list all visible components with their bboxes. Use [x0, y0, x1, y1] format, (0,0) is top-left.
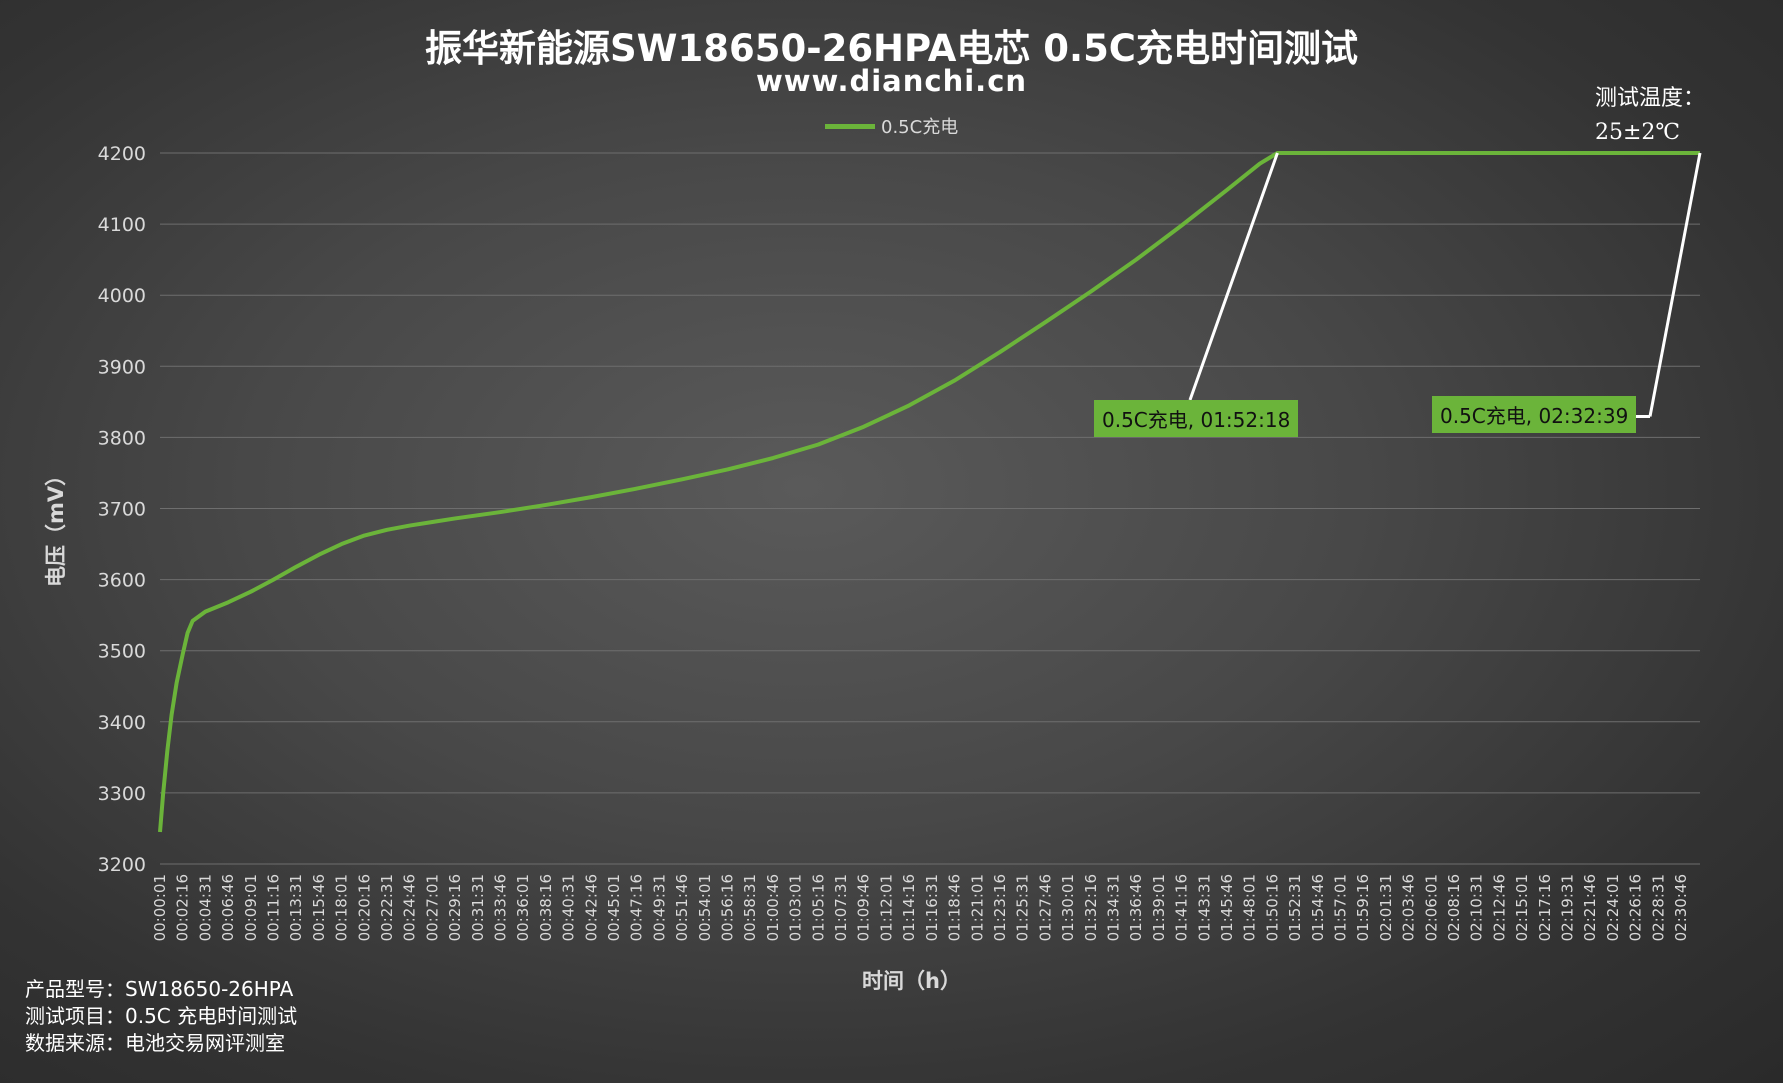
y-tick-label: 3800 [98, 427, 146, 449]
x-tick-label: 02:15:01 [1513, 874, 1531, 941]
x-tick-label: 01:14:16 [900, 874, 918, 941]
legend-swatch [825, 123, 875, 129]
x-tick-label: 01:27:46 [1036, 874, 1054, 941]
x-tick-label: 01:18:46 [946, 874, 964, 941]
x-tick-label: 02:06:01 [1422, 874, 1440, 941]
y-tick-label: 4100 [98, 214, 146, 236]
legend: 0.5C充电 [825, 114, 958, 138]
x-tick-label: 00:33:46 [492, 874, 510, 941]
x-tick-label: 00:49:31 [650, 874, 668, 941]
temperature-value: 25±2℃ [1595, 120, 1681, 145]
x-tick-label: 01:32:16 [1082, 874, 1100, 941]
x-tick-label: 01:48:01 [1241, 874, 1259, 941]
x-tick-label: 00:24:46 [401, 874, 419, 941]
x-tick-label: 01:50:16 [1263, 874, 1281, 941]
x-tick-label: 02:10:31 [1468, 874, 1486, 941]
y-tick-label: 3200 [98, 854, 146, 876]
x-tick-label: 00:40:31 [560, 874, 578, 941]
x-tick-label: 02:17:16 [1536, 874, 1554, 941]
chart-title: 振华新能源SW18650-26HPA电芯 0.5C充电时间测试 [425, 27, 1358, 70]
x-tick-label: 01:25:31 [1014, 874, 1032, 941]
x-tick-label: 02:24:01 [1604, 874, 1622, 941]
x-tick-label: 00:00:01 [151, 874, 169, 941]
x-tick-label: 00:20:16 [355, 874, 373, 941]
x-tick-label: 00:09:01 [242, 874, 260, 941]
x-tick-label: 02:12:46 [1490, 874, 1508, 941]
x-tick-label: 01:54:46 [1309, 874, 1327, 941]
series-line [158, 151, 1700, 833]
chart-subtitle: www.dianchi.cn [755, 64, 1028, 98]
x-tick-label: 01:45:46 [1218, 874, 1236, 941]
x-tick-label: 00:22:31 [378, 874, 396, 941]
x-tick-label: 01:43:31 [1195, 874, 1213, 941]
x-tick-label: 00:13:31 [287, 874, 305, 941]
x-tick-label: 00:31:31 [469, 874, 487, 941]
x-tick-label: 00:56:16 [719, 874, 737, 941]
info-line-source: 数据来源：电池交易网评测室 [25, 1031, 285, 1055]
annotation-label: 0.5C充电, 01:52:18 [1094, 400, 1299, 437]
x-axis-label: 时间（h） [862, 969, 961, 993]
y-tick-label: 4000 [98, 285, 146, 307]
annotation-leader [1648, 152, 1702, 417]
x-tick-label: 00:36:01 [514, 874, 532, 941]
x-tick-label: 01:59:16 [1354, 874, 1372, 941]
info-block: 产品型号：SW18650-26HPA 测试项目：0.5C 充电时间测试 数据来源… [25, 976, 297, 1057]
x-tick-label: 01:23:16 [991, 874, 1009, 941]
annotation-leader [1188, 152, 1279, 401]
x-tick-label: 01:21:01 [968, 874, 986, 941]
x-tick-label: 02:03:46 [1400, 874, 1418, 941]
info-line-test: 测试项目：0.5C 充电时间测试 [25, 1004, 298, 1028]
x-tick-label: 01:57:01 [1331, 874, 1349, 941]
y-tick-label: 3400 [98, 712, 146, 734]
y-tick-label: 4200 [98, 143, 146, 165]
x-tick-label: 01:09:46 [855, 874, 873, 941]
x-tick-label: 01:41:16 [1173, 874, 1191, 941]
x-tick-label: 02:01:31 [1377, 874, 1395, 941]
x-tick-label: 01:52:31 [1286, 874, 1304, 941]
x-tick-label: 00:47:16 [628, 874, 646, 941]
info-line-model: 产品型号：SW18650-26HPA [25, 977, 294, 1001]
x-tick-label: 00:51:46 [673, 874, 691, 941]
x-tick-label: 00:02:16 [174, 874, 192, 941]
x-tick-label: 00:15:46 [310, 874, 328, 941]
x-tick-label: 01:00:46 [764, 874, 782, 941]
x-tick-label: 02:30:46 [1672, 874, 1690, 941]
x-tick-label: 01:16:31 [923, 874, 941, 941]
x-tick-label: 00:58:31 [741, 874, 759, 941]
x-tick-label: 00:42:46 [582, 874, 600, 941]
x-tick-label: 01:36:46 [1127, 874, 1145, 941]
x-tick-label: 00:18:01 [333, 874, 351, 941]
x-tick-label: 02:26:16 [1627, 874, 1645, 941]
y-tick-label: 3300 [98, 783, 146, 805]
temperature-label: 测试温度： [1595, 86, 1706, 111]
x-tick-label: 00:54:01 [696, 874, 714, 941]
y-tick-label: 3600 [98, 570, 146, 592]
x-tick-label: 01:39:01 [1150, 874, 1168, 941]
x-tick-label: 00:45:01 [605, 874, 623, 941]
x-tick-label: 00:27:01 [423, 874, 441, 941]
x-tick-label: 01:34:31 [1104, 874, 1122, 941]
x-tick-label: 00:06:46 [219, 874, 237, 941]
x-tick-label: 01:03:01 [787, 874, 805, 941]
annotation-label: 0.5C充电, 02:32:39 [1432, 396, 1637, 433]
legend-label: 0.5C充电 [881, 117, 959, 138]
x-tick-label: 01:05:16 [809, 874, 827, 941]
x-tick-label: 01:07:31 [832, 874, 850, 941]
y-tick-label: 3500 [98, 641, 146, 663]
y-tick-label: 3900 [98, 356, 146, 378]
y-axis-label: 电压（mV） [44, 464, 68, 587]
x-tick-label: 00:38:16 [537, 874, 555, 941]
x-tick-label: 01:30:01 [1059, 874, 1077, 941]
x-tick-label: 02:21:46 [1581, 874, 1599, 941]
x-tick-label: 01:12:01 [877, 874, 895, 941]
temperature-note: 测试温度： 25±2℃ [1595, 82, 1705, 150]
x-tick-label: 02:08:16 [1445, 874, 1463, 941]
x-tick-label: 00:29:16 [446, 874, 464, 941]
x-tick-label: 00:04:31 [196, 874, 214, 941]
y-tick-label: 3700 [98, 499, 146, 521]
x-tick-label: 02:19:31 [1558, 874, 1576, 941]
x-tick-label: 02:28:31 [1649, 874, 1667, 941]
x-tick-label: 00:11:16 [265, 874, 283, 941]
